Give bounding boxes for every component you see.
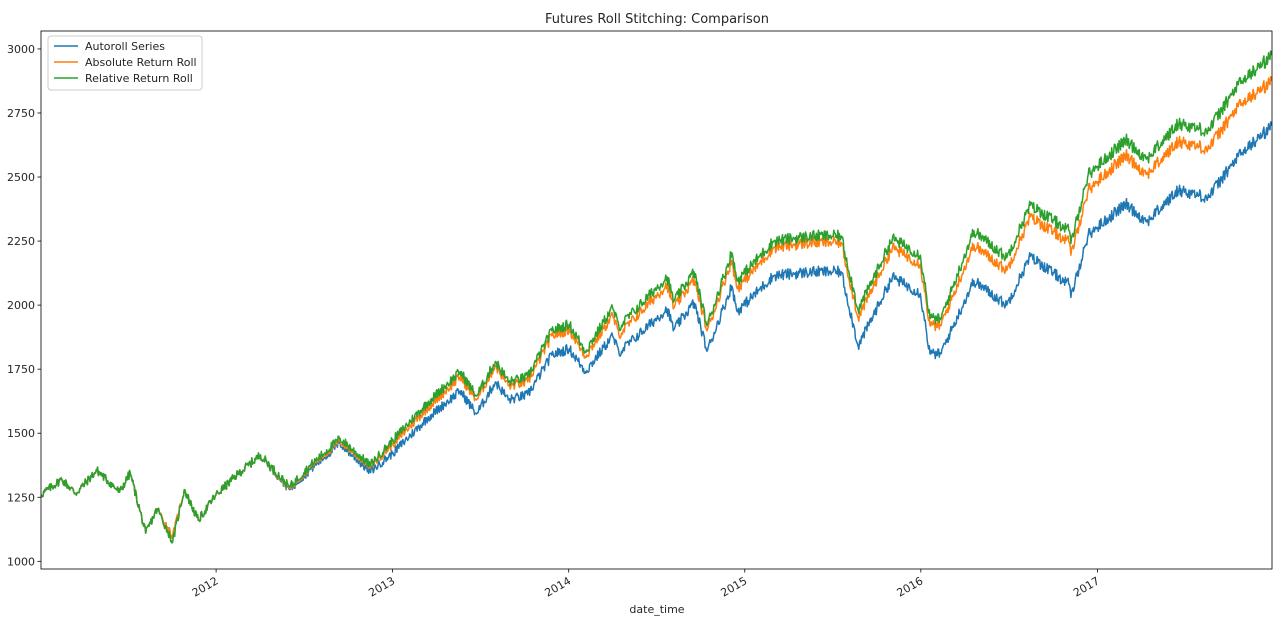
x-tick-label: 2014 — [542, 574, 573, 599]
y-tick-label: 2000 — [7, 299, 35, 312]
y-tick-label: 1250 — [7, 491, 35, 504]
series-layer — [41, 50, 1272, 544]
y-tick-label: 2500 — [7, 171, 35, 184]
legend-label: Autoroll Series — [85, 40, 165, 53]
y-tick-label: 2750 — [7, 107, 35, 120]
y-tick-label: 1500 — [7, 427, 35, 440]
legend-box — [47, 35, 203, 91]
x-axis: 2012 2013 2014 2015 2016 2017 — [190, 569, 1102, 600]
x-tick-label: 2017 — [1071, 574, 1102, 599]
y-tick-label: 1750 — [7, 363, 35, 376]
x-tick-label: 2012 — [190, 574, 221, 599]
x-tick-label: 2016 — [895, 574, 926, 599]
chart-title: Futures Roll Stitching: Comparison — [545, 12, 769, 27]
y-tick-label: 3000 — [7, 43, 35, 56]
legend: Autoroll Series Absolute Return Roll Relat… — [47, 35, 203, 91]
y-axis: 1000 1250 1500 1750 2000 2250 2500 2750 3000 — [7, 43, 41, 568]
y-tick-label: 1000 — [7, 555, 35, 568]
legend-label: Relative Return Roll — [85, 72, 193, 85]
legend-label: Absolute Return Roll — [85, 56, 197, 69]
series-line-3 — [41, 50, 1272, 544]
x-tick-label: 2013 — [366, 574, 397, 599]
plot-area — [41, 31, 1272, 569]
x-tick-label: 2015 — [719, 574, 750, 599]
plot-frame — [40, 30, 1273, 570]
y-tick-label: 2250 — [7, 235, 35, 248]
x-axis-label: date_time — [629, 603, 684, 616]
